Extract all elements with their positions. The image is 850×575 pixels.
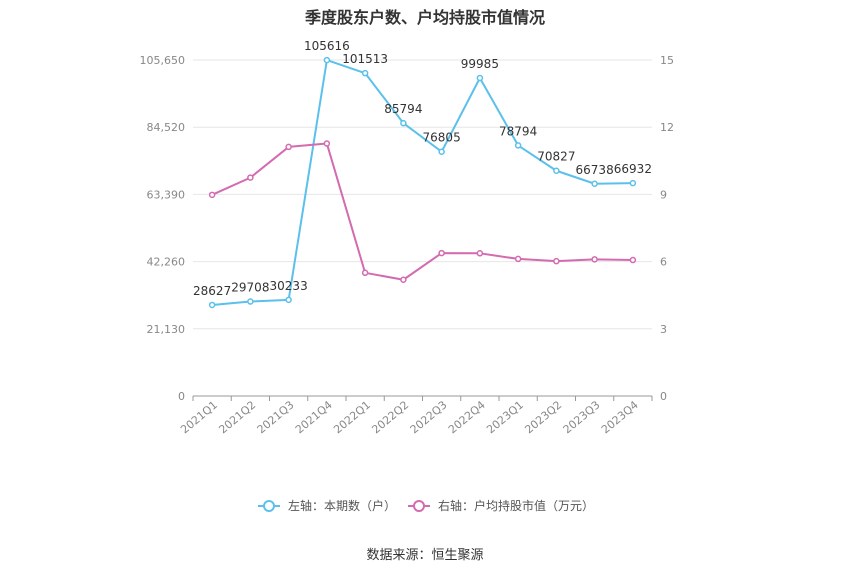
right-axis-tick-label: 15 [660, 54, 674, 67]
data-point[interactable] [591, 180, 598, 188]
x-axis-tick-label: 2022Q3 [408, 398, 450, 436]
grid-lines [193, 59, 652, 330]
chart-title: 季度股东户数、户均持股市值情况 [304, 8, 545, 27]
left-axis-tick-label: 105,650 [140, 54, 186, 67]
data-point[interactable] [323, 56, 331, 64]
data-point[interactable] [553, 257, 560, 265]
data-point[interactable] [476, 74, 484, 82]
data-point[interactable] [514, 142, 522, 149]
x-axis-tick-label: 2023Q3 [561, 398, 603, 436]
data-label: 66738 [576, 163, 614, 177]
x-axis-tick-label: 2021Q3 [255, 398, 297, 436]
legend-item-0[interactable]: 左轴：本期数（户） [288, 498, 396, 513]
left-axis-tick-label: 42,260 [147, 256, 186, 269]
right-axis-tick-label: 6 [660, 256, 667, 269]
data-point[interactable] [208, 191, 216, 199]
series-line-0 [212, 59, 633, 306]
data-label: 105616 [304, 39, 350, 53]
data-label: 101513 [342, 52, 388, 66]
x-axis-tick-label: 2021Q1 [178, 398, 220, 436]
left-axis-tick-label: 21,130 [147, 323, 186, 336]
x-axis-tick-label: 2023Q1 [484, 398, 526, 436]
data-label: 30233 [270, 279, 308, 293]
data-label: 66932 [614, 162, 652, 176]
right-axis-tick-label: 3 [660, 323, 667, 336]
data-point[interactable] [629, 179, 637, 187]
data-point[interactable] [553, 167, 560, 174]
series-line-1 [211, 142, 633, 281]
x-axis-tick-label: 2023Q2 [523, 398, 565, 436]
data-label: 28627 [193, 284, 231, 298]
data-label: 70827 [537, 150, 575, 164]
right-axis-tick-label: 12 [660, 121, 674, 134]
legend[interactable]: 左轴：本期数（户） 右轴：户均持股市值（万元） [258, 498, 594, 513]
legend-marker [263, 500, 275, 512]
data-label: 76805 [423, 131, 461, 145]
x-axis-tick-label: 2022Q2 [370, 398, 412, 436]
data-point[interactable] [361, 269, 369, 277]
data-point[interactable] [208, 301, 216, 309]
x-axis-tick-label: 2021Q2 [217, 398, 259, 436]
data-point[interactable] [514, 255, 522, 263]
x-axis-tick-label: 2022Q4 [446, 398, 488, 436]
data-label: 85794 [384, 102, 422, 116]
left-axis-tick-label: 0 [178, 390, 185, 403]
data-label: 29708 [231, 281, 269, 295]
legend-marker [413, 500, 425, 512]
data-point[interactable] [323, 140, 331, 147]
data-point[interactable] [476, 250, 484, 257]
data-point[interactable] [438, 249, 445, 257]
data-label: 78794 [499, 124, 537, 138]
legend-item-1[interactable]: 右轴：户均持股市值（万元） [438, 498, 594, 513]
data-point[interactable] [591, 256, 598, 263]
data-point[interactable] [400, 119, 407, 127]
x-axis-tick-label: 2023Q4 [599, 398, 641, 436]
x-axis-tick-label: 2021Q4 [293, 398, 335, 436]
data-point[interactable] [438, 148, 445, 155]
data-source: 数据来源：恒生聚源 [366, 548, 484, 563]
x-axis-tick-label: 2022Q1 [331, 398, 373, 436]
data-point[interactable] [361, 69, 369, 77]
left-axis-tick-label: 84,520 [147, 121, 186, 134]
left-axis-tick-label: 63,390 [147, 188, 186, 201]
series-layer [208, 56, 637, 309]
right-axis-tick-label: 0 [660, 390, 667, 403]
data-point[interactable] [247, 298, 254, 305]
data-point[interactable] [400, 276, 407, 283]
data-point[interactable] [285, 296, 292, 304]
data-point[interactable] [629, 256, 637, 264]
data-label: 99985 [461, 57, 499, 71]
right-axis-tick-label: 9 [660, 188, 667, 201]
data-point[interactable] [285, 143, 292, 151]
data-point[interactable] [247, 174, 254, 181]
